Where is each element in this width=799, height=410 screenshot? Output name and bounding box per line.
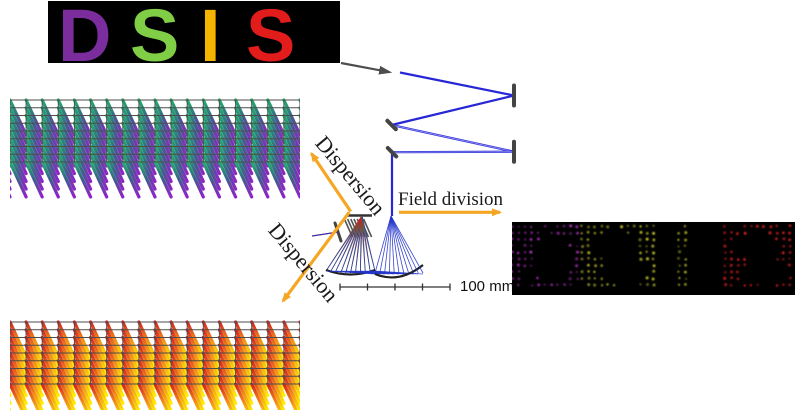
svg-text:100 mm: 100 mm bbox=[460, 278, 514, 295]
